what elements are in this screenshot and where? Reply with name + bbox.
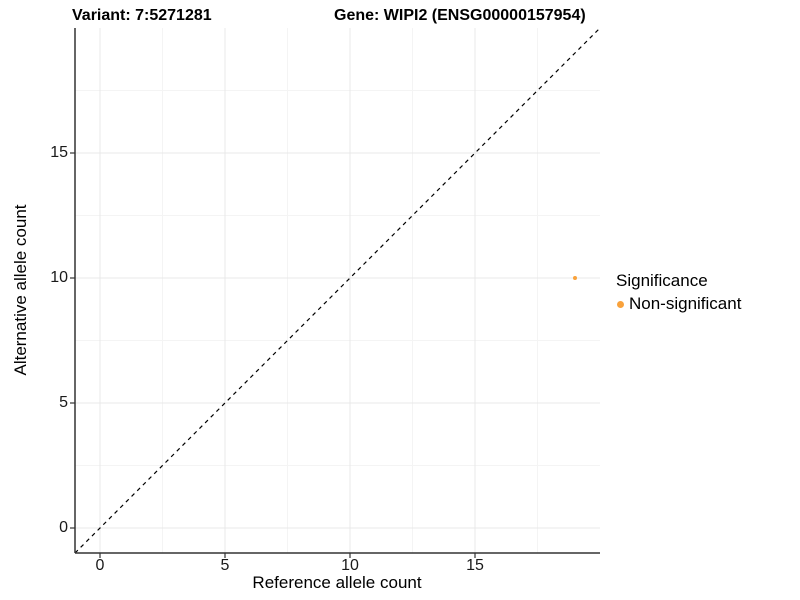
y-tick-label: 5 bbox=[59, 394, 68, 411]
legend-entry: Non-significant bbox=[616, 294, 741, 314]
x-tick-label: 10 bbox=[341, 557, 359, 574]
data-point bbox=[573, 276, 577, 280]
y-tick-label: 10 bbox=[50, 269, 68, 286]
x-axis-title: Reference allele count bbox=[252, 573, 422, 592]
x-tick-label: 15 bbox=[466, 557, 484, 574]
y-axis-title: Alternative allele count bbox=[11, 204, 30, 376]
identity-line bbox=[74, 27, 601, 554]
legend-entry-label: Non-significant bbox=[629, 294, 742, 313]
variant-title: Variant: 7:5271281 bbox=[72, 7, 212, 24]
y-tick-label: 0 bbox=[59, 519, 68, 536]
x-tick-label: 0 bbox=[95, 557, 105, 574]
legend-title: Significance bbox=[616, 271, 708, 290]
y-tick-label: 15 bbox=[50, 144, 68, 161]
legend: Significance Non-significant bbox=[616, 271, 741, 314]
gene-title: Gene: WIPI2 (ENSG00000157954) bbox=[334, 7, 586, 24]
x-tick-label: 5 bbox=[220, 557, 230, 574]
legend-point-icon bbox=[617, 300, 624, 308]
